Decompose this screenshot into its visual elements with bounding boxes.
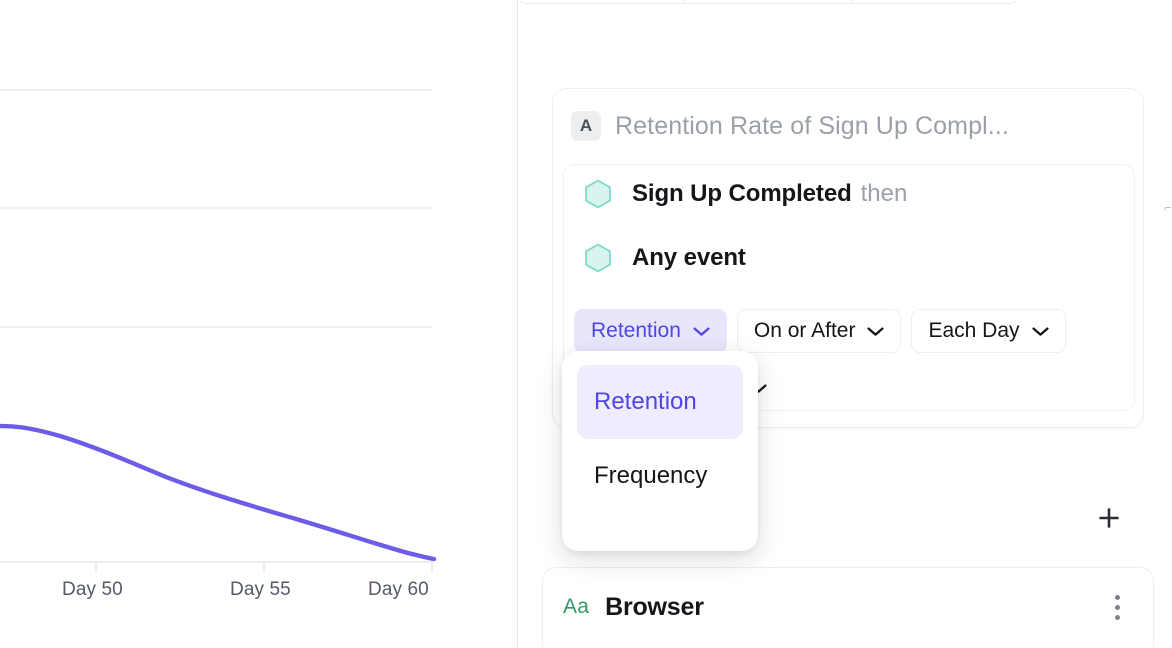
event-row[interactable]: Any event: [582, 242, 746, 274]
metric-definition-card: Sign Up Completed then Any event Retentio: [563, 164, 1172, 411]
breakdown-card-header: Aa Browser: [543, 568, 1153, 646]
breakdown-property-name[interactable]: Browser: [605, 592, 704, 621]
metric-letter-badge: A: [571, 111, 601, 141]
retention-type-select-label: Retention: [591, 319, 681, 342]
chart-x-axis-ticks: [95, 562, 433, 572]
retention-type-dropdown[interactable]: Retention Frequency: [562, 351, 758, 551]
metric-controls-row: Retention On or After Each Day: [574, 309, 1066, 353]
retention-type-select[interactable]: Retention: [574, 309, 727, 353]
chevron-down-icon: [867, 326, 885, 336]
more-vertical-icon[interactable]: [1105, 592, 1129, 622]
dropdown-option-frequency[interactable]: Frequency: [577, 439, 743, 513]
x-tick-label-day-60: Day 60: [368, 579, 429, 600]
chart-series-line: [0, 423, 437, 562]
view-mode-segment-2[interactable]: [685, 0, 852, 3]
dropdown-option-label: Frequency: [594, 462, 708, 489]
add-block-button[interactable]: [1088, 497, 1130, 539]
retention-window-select[interactable]: On or After: [736, 309, 902, 353]
dropdown-option-retention[interactable]: Retention: [577, 365, 743, 439]
query-builder-column: A Retention Rate of Sign Up Compl... Sig…: [518, 0, 1172, 648]
chart-gridlines: [0, 89, 432, 563]
hexagon-icon: [585, 243, 611, 273]
chevron-down-icon: [1031, 326, 1049, 336]
metric-card-header: A Retention Rate of Sign Up Compl...: [553, 89, 1143, 163]
menu-dot: [1114, 604, 1120, 610]
view-mode-segment-1[interactable]: [519, 0, 686, 3]
menu-dot: [1114, 614, 1120, 620]
event-name: Sign Up Completed: [632, 180, 852, 207]
metric-title[interactable]: Retention Rate of Sign Up Compl...: [615, 111, 1009, 140]
x-tick-label-day-50: Day 50: [62, 579, 123, 600]
retention-interval-select-label: Each Day: [928, 319, 1020, 342]
event-row[interactable]: Sign Up Completed then: [582, 178, 907, 210]
hexagon-icon: [585, 179, 611, 209]
menu-dot: [1114, 594, 1120, 600]
retention-window-select-label: On or After: [753, 319, 856, 342]
plus-icon: [1099, 508, 1119, 528]
event-label-group: Sign Up Completed then: [632, 180, 907, 208]
event-connector: then: [860, 180, 908, 207]
retention-chart-panel: Day 50 Day 55 Day 60: [0, 0, 517, 648]
breakdown-card: Aa Browser: [542, 567, 1154, 648]
x-tick-label-day-55: Day 55: [230, 579, 291, 600]
text-property-icon: Aa: [563, 595, 590, 618]
event-label-group: Any event: [632, 244, 746, 272]
retention-line-chart: [0, 89, 437, 572]
panel-divider: [517, 0, 518, 648]
event-name: Any event: [632, 244, 746, 271]
dropdown-option-label: Retention: [594, 388, 697, 415]
retention-interval-select[interactable]: Each Day: [911, 309, 1066, 353]
controls-overflow-glyph: ⌐: [1164, 200, 1172, 215]
chevron-down-icon: [693, 326, 710, 336]
